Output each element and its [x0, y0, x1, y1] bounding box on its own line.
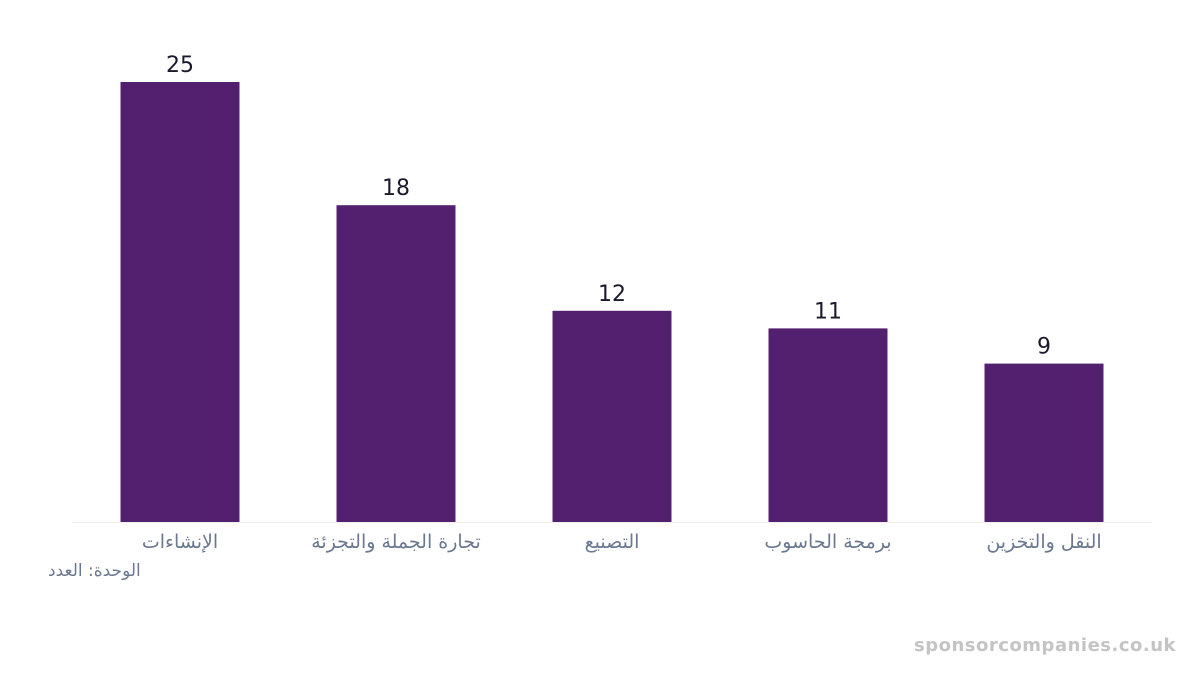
category-labels-group: الإنشاءات تجارة الجملة والتجزئة التصنيع برم…: [142, 531, 1102, 553]
bar-value-label: 25: [166, 53, 194, 78]
bar: [552, 310, 672, 522]
category-label: التصنيع: [585, 531, 640, 553]
category-label: برمجة الحاسوب: [764, 531, 891, 553]
category-label: تجارة الجملة والتجزئة: [311, 531, 481, 553]
watermark: sponsorcompanies.co.uk: [914, 635, 1176, 656]
value-labels-group: 25 18 12 11 9: [166, 53, 1051, 360]
unit-label: الوحدة: العدد: [48, 561, 141, 581]
bars-group: [120, 82, 1104, 522]
bar-value-label: 18: [382, 176, 410, 201]
bar-value-label: 11: [814, 299, 842, 324]
bar: [768, 328, 888, 522]
bar-value-label: 9: [1037, 335, 1051, 360]
category-label: النقل والتخزين: [986, 531, 1101, 553]
bar: [984, 363, 1104, 522]
bar: [336, 205, 456, 522]
bar-value-label: 12: [598, 282, 626, 307]
category-label: الإنشاءات: [142, 531, 218, 553]
bar: [120, 82, 240, 522]
